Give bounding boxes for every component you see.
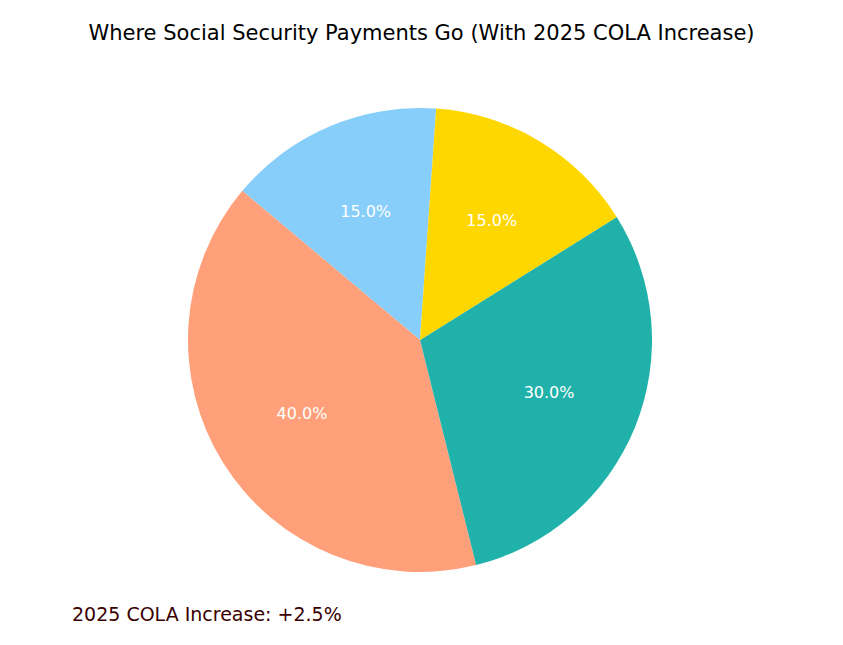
title: Where Social Security Payments Go (With … — [88, 21, 754, 45]
pie — [188, 108, 652, 572]
data-label: 40.0% — [277, 404, 328, 423]
data-label: 15.0% — [340, 202, 391, 221]
slice — [420, 109, 617, 340]
data-labels: 15.0% 40.0% 30.0% 15.0% — [277, 202, 575, 423]
data-label: 30.0% — [524, 383, 575, 402]
chart: Where Social Security Payments Go (With … — [0, 0, 843, 645]
annotation: 2025 COLA Increase: +2.5% — [72, 603, 342, 625]
data-label: 15.0% — [466, 211, 517, 230]
